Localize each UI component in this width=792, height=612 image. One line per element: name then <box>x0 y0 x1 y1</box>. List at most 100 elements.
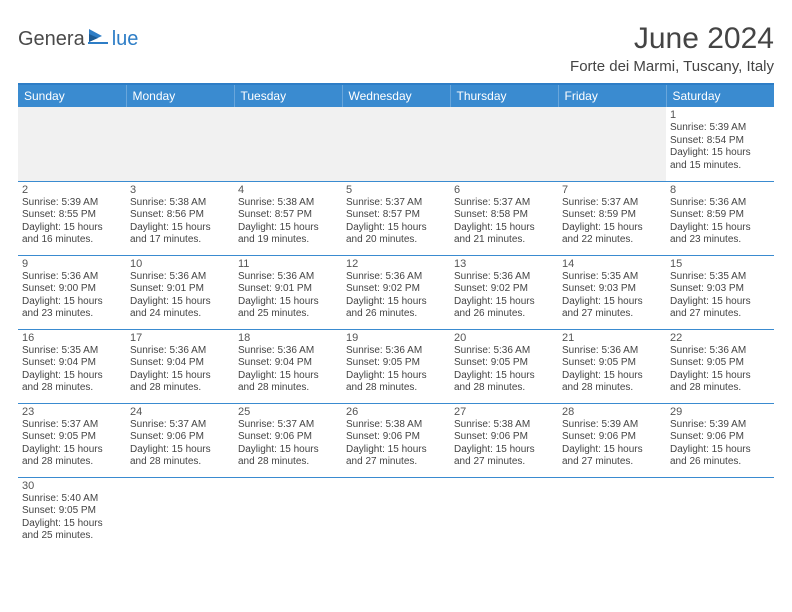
sunset-text: Sunset: 9:06 PM <box>346 431 446 444</box>
logo-text-general: Genera <box>18 28 85 51</box>
sunset-text: Sunset: 8:59 PM <box>670 209 770 222</box>
day-info: Sunrise: 5:36 AMSunset: 9:05 PMDaylight:… <box>346 345 446 395</box>
sunrise-text: Sunrise: 5:36 AM <box>130 271 230 284</box>
calendar-cell <box>126 477 234 551</box>
logo-text-blue: lue <box>112 28 139 51</box>
day-info: Sunrise: 5:38 AMSunset: 9:06 PMDaylight:… <box>346 419 446 469</box>
sunrise-text: Sunrise: 5:36 AM <box>130 345 230 358</box>
day-number: 7 <box>562 184 662 196</box>
day-number: 29 <box>670 406 770 418</box>
weekday-header: Tuesday <box>234 85 342 107</box>
location-subtitle: Forte dei Marmi, Tuscany, Italy <box>570 58 774 75</box>
sunset-text: Sunset: 9:01 PM <box>130 283 230 296</box>
day-info: Sunrise: 5:39 AMSunset: 8:55 PMDaylight:… <box>22 197 122 247</box>
calendar-cell: 11Sunrise: 5:36 AMSunset: 9:01 PMDayligh… <box>234 255 342 329</box>
day-number: 9 <box>22 258 122 270</box>
sunset-text: Sunset: 8:57 PM <box>238 209 338 222</box>
day-number: 12 <box>346 258 446 270</box>
daylight-text: Daylight: 15 hours and 28 minutes. <box>22 444 122 469</box>
calendar-cell: 29Sunrise: 5:39 AMSunset: 9:06 PMDayligh… <box>666 403 774 477</box>
weekday-header: Friday <box>558 85 666 107</box>
sunrise-text: Sunrise: 5:37 AM <box>238 419 338 432</box>
day-info: Sunrise: 5:36 AMSunset: 8:59 PMDaylight:… <box>670 197 770 247</box>
daylight-text: Daylight: 15 hours and 22 minutes. <box>562 222 662 247</box>
sunrise-text: Sunrise: 5:36 AM <box>670 345 770 358</box>
daylight-text: Daylight: 15 hours and 27 minutes. <box>670 296 770 321</box>
calendar-body: 1 Sunrise: 5:39 AM Sunset: 8:54 PM Daylight… <box>18 107 774 551</box>
daylight-text: Daylight: 15 hours and 19 minutes. <box>238 222 338 247</box>
day-info: Sunrise: 5:35 AMSunset: 9:03 PMDaylight:… <box>670 271 770 321</box>
day-info: Sunrise: 5:37 AMSunset: 9:05 PMDaylight:… <box>22 419 122 469</box>
sunset-text: Sunset: 9:05 PM <box>22 505 122 518</box>
calendar-cell <box>558 477 666 551</box>
sunrise-text: Sunrise: 5:37 AM <box>346 197 446 210</box>
day-number: 4 <box>238 184 338 196</box>
calendar-cell: 9Sunrise: 5:36 AMSunset: 9:00 PMDaylight… <box>18 255 126 329</box>
day-number: 11 <box>238 258 338 270</box>
daylight-text: Daylight: 15 hours and 26 minutes. <box>454 296 554 321</box>
daylight-text: Daylight: 15 hours and 28 minutes. <box>346 370 446 395</box>
calendar-cell: 8Sunrise: 5:36 AMSunset: 8:59 PMDaylight… <box>666 181 774 255</box>
sunset-text: Sunset: 9:05 PM <box>454 357 554 370</box>
sunset-text: Sunset: 8:54 PM <box>670 135 770 148</box>
day-info: Sunrise: 5:37 AMSunset: 9:06 PMDaylight:… <box>130 419 230 469</box>
sunset-text: Sunset: 9:06 PM <box>562 431 662 444</box>
day-number: 1 <box>670 109 770 121</box>
sunrise-text: Sunrise: 5:37 AM <box>130 419 230 432</box>
day-number: 8 <box>670 184 770 196</box>
calendar-cell: 22Sunrise: 5:36 AMSunset: 9:05 PMDayligh… <box>666 329 774 403</box>
sunrise-text: Sunrise: 5:36 AM <box>238 345 338 358</box>
calendar-cell <box>18 107 126 181</box>
day-number: 10 <box>130 258 230 270</box>
sunset-text: Sunset: 9:04 PM <box>22 357 122 370</box>
day-number: 2 <box>22 184 122 196</box>
day-info: Sunrise: 5:35 AMSunset: 9:03 PMDaylight:… <box>562 271 662 321</box>
sunset-text: Sunset: 9:05 PM <box>562 357 662 370</box>
calendar-cell: 3Sunrise: 5:38 AMSunset: 8:56 PMDaylight… <box>126 181 234 255</box>
month-title: June 2024 <box>570 22 774 56</box>
day-info: Sunrise: 5:36 AMSunset: 9:05 PMDaylight:… <box>562 345 662 395</box>
daylight-text: Daylight: 15 hours and 28 minutes. <box>238 444 338 469</box>
calendar-page: Genera lue June 2024 Forte dei Marmi, Tu… <box>0 0 792 561</box>
sunrise-text: Sunrise: 5:38 AM <box>346 419 446 432</box>
calendar-cell: 10Sunrise: 5:36 AMSunset: 9:01 PMDayligh… <box>126 255 234 329</box>
sunset-text: Sunset: 9:00 PM <box>22 283 122 296</box>
sunrise-text: Sunrise: 5:35 AM <box>22 345 122 358</box>
calendar-cell: 30Sunrise: 5:40 AMSunset: 9:05 PMDayligh… <box>18 477 126 551</box>
daylight-text: Daylight: 15 hours and 26 minutes. <box>346 296 446 321</box>
sunset-text: Sunset: 9:01 PM <box>238 283 338 296</box>
day-number: 23 <box>22 406 122 418</box>
day-number: 28 <box>562 406 662 418</box>
day-number: 13 <box>454 258 554 270</box>
sunrise-text: Sunrise: 5:38 AM <box>454 419 554 432</box>
calendar-cell: 24Sunrise: 5:37 AMSunset: 9:06 PMDayligh… <box>126 403 234 477</box>
sunrise-text: Sunrise: 5:39 AM <box>22 197 122 210</box>
calendar-cell: 15Sunrise: 5:35 AMSunset: 9:03 PMDayligh… <box>666 255 774 329</box>
calendar-cell: 20Sunrise: 5:36 AMSunset: 9:05 PMDayligh… <box>450 329 558 403</box>
weekday-header: Sunday <box>18 85 126 107</box>
calendar-cell <box>450 107 558 181</box>
sunrise-text: Sunrise: 5:36 AM <box>22 271 122 284</box>
calendar-cell <box>342 107 450 181</box>
sunset-text: Sunset: 9:06 PM <box>670 431 770 444</box>
day-info: Sunrise: 5:38 AMSunset: 8:56 PMDaylight:… <box>130 197 230 247</box>
day-number: 20 <box>454 332 554 344</box>
sunrise-text: Sunrise: 5:36 AM <box>346 271 446 284</box>
daylight-text: Daylight: 15 hours and 24 minutes. <box>130 296 230 321</box>
daylight-text: Daylight: 15 hours and 23 minutes. <box>22 296 122 321</box>
daylight-text: Daylight: 15 hours and 28 minutes. <box>22 370 122 395</box>
daylight-text: Daylight: 15 hours and 28 minutes. <box>130 444 230 469</box>
calendar-cell <box>126 107 234 181</box>
sunset-text: Sunset: 9:06 PM <box>238 431 338 444</box>
daylight-text: Daylight: 15 hours and 27 minutes. <box>454 444 554 469</box>
sunset-text: Sunset: 9:04 PM <box>238 357 338 370</box>
sunrise-text: Sunrise: 5:35 AM <box>562 271 662 284</box>
day-info: Sunrise: 5:37 AMSunset: 8:59 PMDaylight:… <box>562 197 662 247</box>
weekday-header: Thursday <box>450 85 558 107</box>
daylight-text: Daylight: 15 hours and 27 minutes. <box>562 444 662 469</box>
sunrise-text: Sunrise: 5:39 AM <box>670 419 770 432</box>
sunrise-text: Sunrise: 5:36 AM <box>346 345 446 358</box>
calendar-cell: 14Sunrise: 5:35 AMSunset: 9:03 PMDayligh… <box>558 255 666 329</box>
day-number: 30 <box>22 480 122 492</box>
brand-logo: Genera lue <box>18 28 138 51</box>
